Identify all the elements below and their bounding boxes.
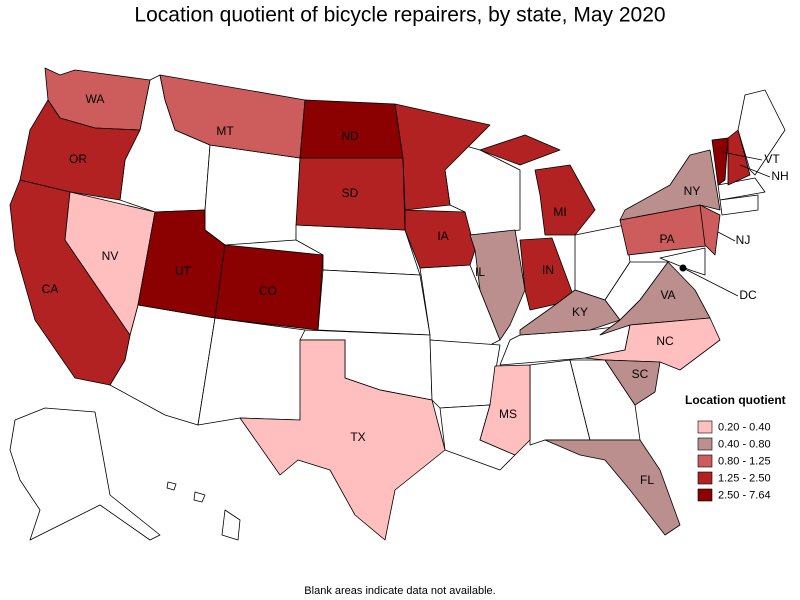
legend-title: Location quotient	[685, 393, 786, 407]
state-shape	[604, 359, 661, 406]
state-blank	[659, 247, 706, 276]
state-label: VT	[764, 152, 780, 166]
legend-label: 0.40 - 0.80	[718, 438, 771, 450]
legend-swatch	[697, 488, 713, 502]
state-shape	[544, 439, 681, 536]
state-shape	[699, 204, 721, 256]
state-blank	[737, 89, 786, 176]
state-shape	[534, 164, 596, 236]
state-blank	[719, 194, 759, 216]
leader-line	[717, 231, 736, 242]
legend-swatch	[697, 420, 713, 434]
state-label: SD	[342, 186, 359, 200]
state-label: SC	[632, 367, 649, 381]
state-shape	[394, 103, 491, 211]
state-label: MS	[499, 407, 517, 421]
leader-line	[721, 151, 763, 161]
state-shape	[479, 134, 561, 166]
legend-swatch	[697, 437, 713, 451]
state-label: MT	[216, 124, 234, 138]
state-label: VA	[660, 288, 675, 302]
state-label: UT	[175, 264, 192, 278]
legend-swatch	[697, 471, 713, 485]
state-label: IA	[437, 229, 448, 243]
state-blank	[221, 509, 241, 541]
title: Location quotient of bicycle repairers, …	[134, 4, 665, 27]
state-label: IN	[542, 263, 554, 277]
state-blank	[197, 317, 306, 426]
leader-line	[739, 164, 771, 178]
state-label: ND	[341, 129, 359, 143]
state-blank	[429, 339, 501, 409]
state-label: WA	[86, 92, 105, 106]
state-label: MI	[553, 205, 566, 219]
state-blank	[204, 144, 301, 246]
state-label: NJ	[736, 233, 751, 247]
blank-states	[9, 74, 786, 541]
state-label: OR	[69, 152, 87, 166]
state-label: KY	[572, 305, 588, 319]
leader-line	[682, 267, 739, 297]
legend-label: 0.80 - 1.25	[718, 455, 771, 467]
state-label: NC	[656, 334, 674, 348]
legend: Location quotient 0.20 - 0.40 0.40 - 0.80…	[685, 393, 786, 501]
state-shape	[239, 339, 446, 541]
legend-label: 2.50 - 7.64	[718, 489, 771, 501]
state-shape	[519, 289, 621, 336]
state-shape	[479, 364, 531, 456]
state-shape	[727, 129, 751, 186]
state-shape	[619, 149, 721, 221]
footnote: Blank areas indicate data not available.	[304, 585, 495, 597]
state-label: CO	[259, 284, 277, 298]
state-blank	[317, 269, 431, 336]
state-blank	[9, 407, 161, 541]
state-shape	[64, 191, 156, 336]
shaded-states: WAORCANVMTNDSDMNIAUTCOTXILINMIKYVANCSCMS…	[9, 67, 789, 541]
legend-label: 1.25 - 2.50	[718, 472, 771, 484]
state-blank	[569, 359, 641, 441]
state-shape	[19, 99, 141, 201]
state-label: DC	[739, 288, 757, 302]
state-shape	[469, 229, 526, 341]
state-label: NY	[684, 184, 701, 198]
state-blank	[166, 481, 177, 491]
state-shape	[711, 137, 729, 186]
state-shape	[519, 237, 576, 311]
state-label: NV	[102, 249, 119, 263]
state-label: FL	[640, 473, 654, 487]
state-label: NH	[771, 169, 788, 183]
state-label: TX	[350, 430, 365, 444]
state-label: PA	[659, 232, 674, 246]
state-shape	[404, 209, 476, 269]
state-shape	[214, 244, 324, 331]
state-blank	[419, 264, 501, 346]
state-label: IL	[475, 265, 485, 279]
legend-swatch	[697, 454, 713, 468]
legend-label: 0.20 - 0.40	[718, 421, 771, 433]
state-label: CA	[42, 282, 59, 296]
state-blank	[193, 491, 206, 503]
